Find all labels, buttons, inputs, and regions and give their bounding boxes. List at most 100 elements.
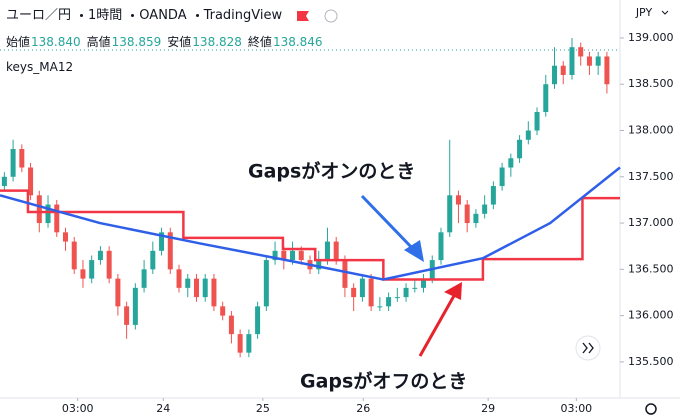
- candle-body: [316, 260, 322, 270]
- x-tick-label: 03:00: [560, 402, 592, 415]
- y-tick-label: 138.000: [628, 124, 674, 137]
- y-tick-label: 139.000: [628, 31, 674, 44]
- candle-body: [19, 149, 25, 168]
- candle-body: [438, 232, 444, 261]
- candle-body: [508, 158, 514, 168]
- candle-body: [595, 56, 601, 66]
- ohlc-legend: 始値138.840 高値138.859 安値138.828 終値138.846: [6, 33, 329, 50]
- candle-body: [1, 176, 7, 187]
- x-tick-label: 29: [481, 402, 495, 415]
- y-tick-label: 137.500: [628, 170, 674, 183]
- symbol[interactable]: ユーロ／円: [6, 8, 72, 23]
- axes: 135.500 136.000 136.500 137.000 137.500 138.0…: [62, 31, 674, 415]
- candle-body: [473, 213, 479, 224]
- candle-body: [106, 250, 112, 279]
- candle-body: [359, 278, 365, 298]
- candle-body: [97, 250, 103, 261]
- candle-body: [377, 306, 383, 308]
- blue-arrow-head: [404, 240, 424, 262]
- candle-body: [255, 306, 261, 335]
- candle-body: [10, 149, 16, 177]
- candle-body: [586, 56, 592, 66]
- plot: [0, 37, 621, 358]
- candle-body: [71, 241, 77, 270]
- interval[interactable]: 1時間: [88, 8, 123, 23]
- candle-body: [263, 260, 269, 307]
- candle-body: [272, 250, 278, 261]
- annotation: Gapsがオンのとき: [248, 160, 415, 183]
- candle-body: [141, 269, 147, 288]
- candle-body: [604, 56, 610, 85]
- candle-body: [351, 287, 357, 298]
- header: ユーロ／円 1時間 OANDA TradingView: [6, 4, 338, 23]
- blue-arrow: [360, 194, 418, 254]
- x-tick-label: 25: [256, 402, 270, 415]
- price-axis-bg: [620, 0, 680, 420]
- candle-body: [578, 47, 584, 57]
- candle-body: [517, 139, 523, 159]
- legend-value: 138.840: [31, 35, 81, 49]
- y-tick-label: 136.000: [628, 309, 674, 322]
- x-tick-label: 03:00: [62, 402, 94, 415]
- legend-value: 138.828: [192, 35, 242, 49]
- y-tick-label: 137.000: [628, 216, 674, 229]
- indicator-name[interactable]: keys_MA12: [6, 60, 74, 74]
- x-tick-label: 26: [356, 402, 370, 415]
- candle-body: [543, 84, 549, 112]
- legend-key: 高値: [86, 35, 111, 49]
- candle-body: [176, 269, 182, 288]
- legend-key: 安値: [167, 35, 192, 49]
- candle-body: [298, 250, 304, 261]
- candle-body: [193, 278, 199, 298]
- candle-body: [447, 195, 453, 233]
- candle-body: [62, 232, 68, 242]
- status-icon: [324, 9, 338, 22]
- red-arrow-head: [444, 282, 462, 300]
- source: TradingView: [203, 8, 283, 23]
- candle-body: [124, 306, 130, 325]
- y-tick-label: 136.500: [628, 262, 674, 275]
- candle-body: [552, 65, 558, 85]
- candle-body: [464, 204, 470, 224]
- flag-icon[interactable]: [296, 10, 310, 22]
- legend-key: 始値: [6, 35, 31, 49]
- candle-body: [246, 334, 252, 353]
- legend-value: 138.846: [272, 35, 323, 49]
- settings-icon[interactable]: [645, 403, 657, 415]
- candle-body: [89, 260, 95, 279]
- candle-body: [211, 278, 217, 307]
- legend-value: 138.859: [111, 35, 162, 49]
- candle-body: [342, 260, 348, 288]
- candle-body: [185, 278, 191, 288]
- scroll-button[interactable]: [575, 335, 601, 361]
- candle-body: [368, 278, 374, 307]
- y-tick-label: 138.500: [628, 77, 674, 90]
- candle-body: [28, 167, 34, 196]
- candle-body: [499, 167, 505, 187]
- candle-body: [490, 186, 496, 205]
- broker: OANDA: [139, 8, 187, 23]
- candle-body: [237, 334, 243, 353]
- candle-body: [482, 204, 488, 214]
- candle-body: [115, 278, 121, 307]
- candle-body: [455, 195, 461, 205]
- ma-line: [0, 189, 620, 281]
- red-arrow: [418, 293, 457, 357]
- candle-body: [560, 65, 566, 75]
- candle-body: [421, 278, 427, 288]
- candle-body: [202, 278, 208, 298]
- candle-body: [394, 297, 400, 299]
- candle-body: [167, 232, 173, 270]
- candle-body: [45, 204, 51, 224]
- candle-body: [281, 250, 287, 261]
- candle-body: [324, 241, 330, 261]
- annotation: Gapsがオフのとき: [300, 370, 467, 393]
- y-tick-label: 135.500: [628, 355, 674, 368]
- candle-body: [228, 315, 234, 335]
- candle-body: [333, 241, 339, 261]
- legend-key: 終値: [247, 35, 272, 49]
- currency-label[interactable]: JPY: [635, 6, 653, 19]
- candle-body: [534, 111, 540, 131]
- candle-body: [403, 287, 409, 298]
